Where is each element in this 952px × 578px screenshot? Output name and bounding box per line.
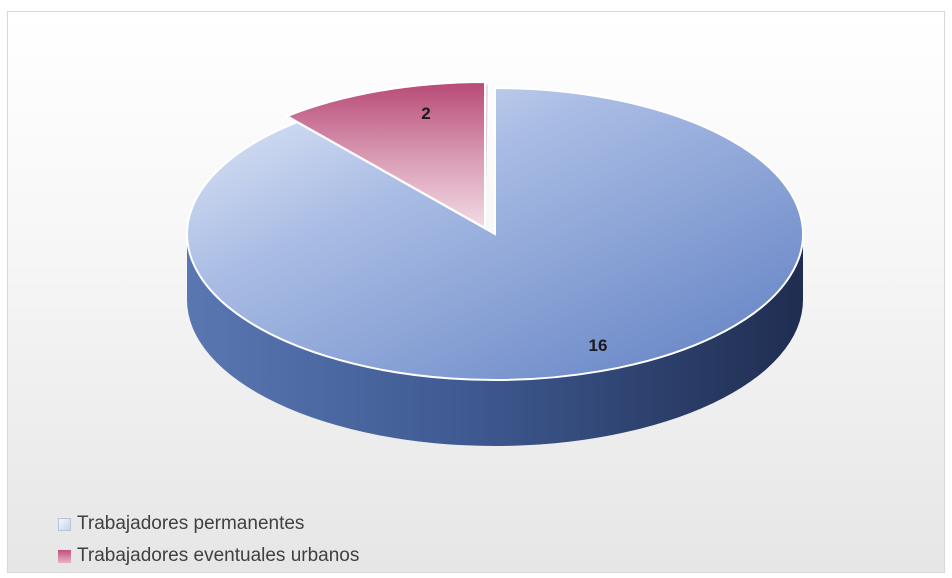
legend-label-permanentes: Trabajadores permanentes	[77, 513, 305, 534]
slice-trabajadores-permanentes	[186, 86, 804, 381]
legend-swatch-permanentes	[58, 517, 71, 531]
slice-trabajadores-eventuales	[284, 80, 486, 230]
legend: Trabajadores permanentes Trabajadores ev…	[58, 508, 359, 572]
slice-side-trabajadores-permanentes	[187, 234, 803, 446]
legend-label-eventuales: Trabajadores eventuales urbanos	[77, 545, 360, 566]
data-label-16: 16	[589, 336, 608, 355]
legend-item-eventuales: Trabajadores eventuales urbanos	[58, 540, 359, 572]
legend-item-permanentes: Trabajadores permanentes	[58, 508, 359, 540]
legend-swatch-eventuales	[58, 549, 71, 563]
data-label-2: 2	[421, 104, 430, 123]
